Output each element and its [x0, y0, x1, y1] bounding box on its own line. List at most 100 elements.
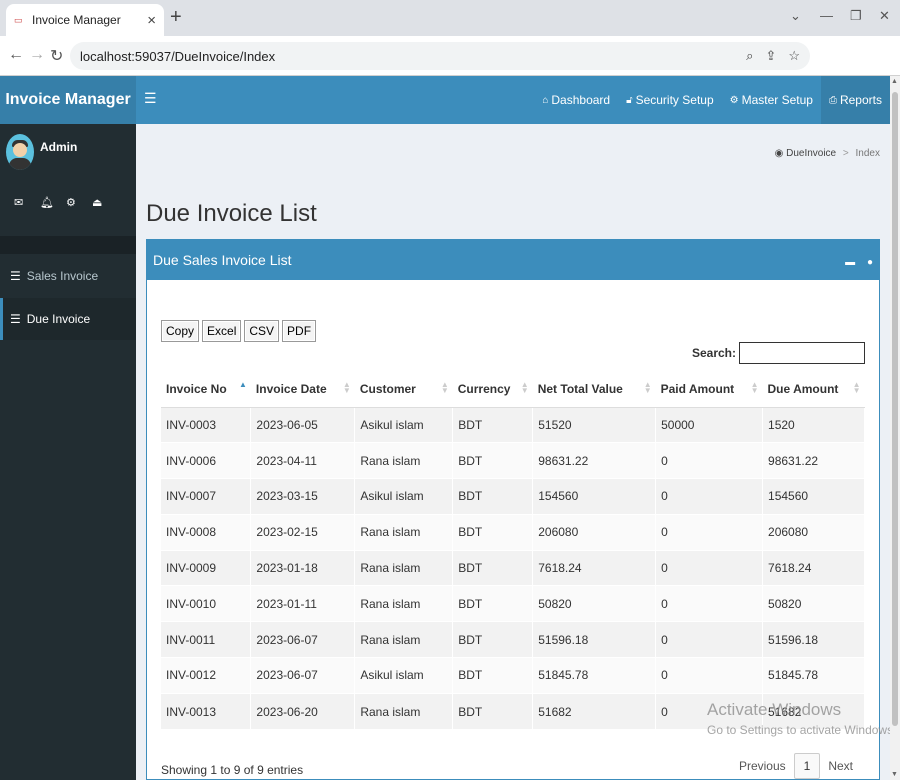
nav-label: Dashboard	[551, 93, 611, 107]
activate-windows-watermark: Activate Windows Go to Settings to activ…	[707, 700, 896, 737]
table-cell: BDT	[452, 478, 534, 515]
envelope-icon[interactable]: ✉	[14, 197, 24, 209]
bell-icon[interactable]: 🔔︎	[40, 197, 54, 209]
table-row: INV-0011 2023-06-07 Rana islam BDT 51596.18 0…	[161, 621, 865, 658]
tab-search-icon[interactable]: ⌄	[790, 8, 801, 23]
table-cell: INV-0009	[161, 549, 252, 586]
sort-icon: ▲ ▼	[520, 380, 529, 395]
nav-label: Reports	[839, 93, 882, 107]
print-icon: ⎙	[828, 94, 837, 106]
table-cell: BDT	[452, 585, 534, 622]
close-window-icon[interactable]: ✕	[879, 8, 890, 23]
bookmark-star-icon[interactable]: ☆	[788, 48, 800, 63]
scroll-down-icon[interactable]: ▼	[891, 771, 898, 778]
table-cell: 50000	[655, 406, 764, 443]
sidebar-item-sales-invoice[interactable]: ☰ Sales Invoice	[0, 255, 136, 297]
table-search: Search:	[692, 342, 865, 364]
nav-dashboard[interactable]: ⌂ Dashboard	[534, 76, 618, 124]
reload-icon[interactable]: ↻	[50, 48, 64, 65]
search-input[interactable]	[739, 342, 865, 364]
column-header-label: Customer	[359, 381, 416, 396]
browser-tab[interactable]: ▭ Invoice Manager ×	[6, 4, 164, 36]
scrollbar-thumb[interactable]	[892, 92, 898, 726]
pdf-button[interactable]: PDF	[282, 320, 317, 342]
table-row: INV-0013 2023-06-20 Rana islam BDT 51682 0 516…	[161, 692, 865, 730]
table-cell: 0	[655, 549, 764, 586]
nav-label: Security Setup	[635, 93, 714, 107]
copy-button[interactable]: Copy	[161, 320, 200, 342]
watermark-title: Activate Windows	[707, 700, 842, 719]
top-navbar: ☰ ⌂ Dashboard 🔓︎ Security Setup ⚙ Master Se…	[136, 76, 890, 124]
gear-icon[interactable]: ⚙	[66, 197, 76, 209]
table-row: INV-0010 2023-01-11 Rana islam BDT 50820 0 508…	[161, 585, 865, 622]
nav-reports[interactable]: ⎙ Reports	[820, 76, 890, 124]
browser-tabbar: ▭ Invoice Manager × + ⌄ — ❐ ✕	[0, 0, 900, 36]
table-cell: 2023-06-20	[250, 692, 356, 730]
sidebar-item-due-invoice[interactable]: ☰ Due Invoice	[0, 298, 136, 340]
column-header[interactable]: Invoice Date ▲ ▼	[250, 371, 355, 408]
box-title: Due Sales Invoice List	[153, 252, 292, 268]
minimize-icon[interactable]: —	[820, 8, 833, 23]
url-text[interactable]: localhost:59037/DueInvoice/Index	[80, 48, 276, 64]
next-button[interactable]: Next	[828, 759, 853, 773]
table-cell: 0	[655, 513, 764, 551]
excel-button[interactable]: Excel	[202, 320, 242, 342]
table-cell: Rana islam	[354, 692, 454, 730]
column-header[interactable]: Customer ▲ ▼	[354, 371, 453, 408]
zoom-icon[interactable]: ⌕	[746, 48, 754, 63]
nav-security-setup[interactable]: 🔓︎ Security Setup	[618, 76, 722, 124]
restore-icon[interactable]: ❐	[850, 8, 862, 23]
table-cell: 154560	[532, 478, 657, 515]
gears-icon: ⚙	[729, 94, 739, 106]
table-cell: 2023-06-07	[250, 657, 356, 694]
table-cell: BDT	[452, 442, 534, 479]
previous-button[interactable]: Previous	[738, 759, 786, 773]
home-icon: ⌂	[542, 94, 549, 106]
nav-label: Master Setup	[741, 93, 813, 107]
column-header-label: Invoice Date	[255, 381, 327, 396]
page-scrollbar[interactable]: ▲ ▼	[890, 76, 900, 780]
table-cell: INV-0010	[161, 585, 252, 622]
table-cell: 51520	[532, 406, 657, 443]
sign-out-icon[interactable]: ⏏	[92, 197, 103, 209]
column-header[interactable]: Net Total Value ▲ ▼	[532, 371, 656, 408]
column-header[interactable]: Currency ▲ ▼	[452, 371, 533, 408]
table-cell: 0	[655, 692, 764, 730]
table-row: INV-0006 2023-04-11 Rana islam BDT 98631.22 0…	[161, 442, 865, 479]
nav-master-setup[interactable]: ⚙ Master Setup	[722, 76, 821, 124]
back-icon[interactable]: ←	[8, 46, 24, 63]
table-cell: INV-0006	[161, 442, 252, 479]
sort-icon: ▲ ▼	[440, 380, 449, 395]
url-field[interactable]: i localhost:59037/DueInvoice/Index ⌕ ⇪ ☆	[70, 42, 810, 577]
share-icon[interactable]: ⇪	[765, 48, 777, 63]
table-cell: 50820	[532, 585, 657, 622]
page-button-1[interactable]: 1	[793, 753, 821, 779]
app-logo[interactable]: Invoice Manager	[0, 76, 136, 124]
collapse-icon[interactable]: ▬	[845, 257, 856, 268]
sidebar-divider	[0, 236, 136, 254]
column-header-label: Invoice No	[166, 381, 227, 396]
new-tab-icon[interactable]: +	[170, 6, 182, 28]
dashboard-icon: ◉	[774, 148, 784, 159]
table-cell: 0	[655, 621, 764, 658]
forward-icon[interactable]: →	[29, 46, 45, 63]
scroll-up-icon[interactable]: ▲	[891, 78, 898, 85]
table-info: Showing 1 to 9 of 9 entries	[161, 763, 304, 777]
sidebar-toggle-icon[interactable]: ☰	[144, 90, 157, 106]
column-header[interactable]: Invoice No ▲	[161, 371, 251, 408]
table-cell: Asikul islam	[354, 657, 454, 694]
close-tab-icon[interactable]: ×	[147, 11, 156, 29]
table-cell: 206080	[532, 513, 657, 551]
remove-icon[interactable]: ●	[866, 257, 873, 268]
table-cell: 0	[655, 657, 764, 694]
watermark-subtitle: Go to Settings to activate Windows.	[707, 723, 897, 737]
csv-button[interactable]: CSV	[244, 320, 280, 342]
breadcrumb-parent[interactable]: DueInvoice	[786, 148, 837, 159]
search-label: Search:	[691, 346, 736, 360]
column-header[interactable]: Due Amount ▲ ▼	[762, 371, 865, 408]
table-cell: 7618.24	[762, 549, 865, 586]
table-cell: 51596.18	[532, 621, 657, 658]
table-cell: 2023-06-05	[250, 406, 356, 443]
sort-icon: ▲	[239, 380, 247, 389]
column-header[interactable]: Paid Amount ▲ ▼	[655, 371, 763, 408]
